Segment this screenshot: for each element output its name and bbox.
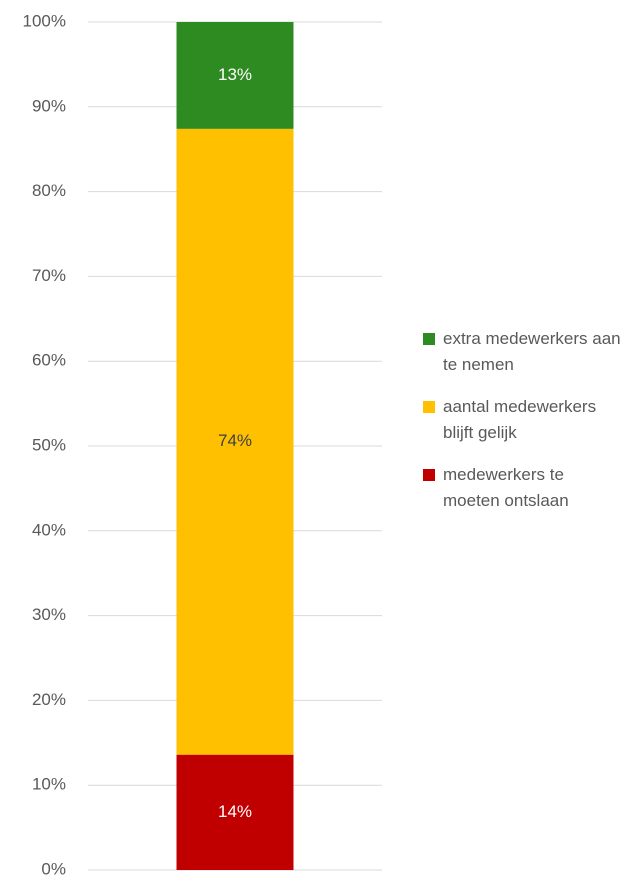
y-tick-label: 100% [23, 11, 66, 30]
y-tick-label: 70% [32, 266, 66, 285]
legend-label: medewerkers te moeten ontslaan [443, 465, 569, 510]
y-tick-label: 10% [32, 775, 66, 794]
y-tick-label: 60% [32, 351, 66, 370]
y-tick-label: 50% [32, 435, 66, 454]
legend-label: extra medewerkers aan te nemen [443, 329, 621, 374]
data-label: 13% [218, 65, 252, 84]
y-tick-label: 30% [32, 605, 66, 624]
y-tick-label: 80% [32, 181, 66, 200]
legend-swatch [423, 401, 435, 413]
y-tick-label: 40% [32, 520, 66, 539]
legend-entry: aantal medewerkers blijft gelijk [423, 394, 623, 446]
bar-segment [176, 128, 294, 755]
legend-entry: medewerkers te moeten ontslaan [423, 462, 623, 514]
legend-swatch [423, 333, 435, 345]
bar-segment [176, 754, 294, 870]
y-tick-label: 90% [32, 96, 66, 115]
bar-segment [176, 22, 294, 129]
data-label: 14% [218, 802, 252, 821]
legend-label: aantal medewerkers blijft gelijk [443, 397, 597, 442]
y-tick-label: 20% [32, 690, 66, 709]
legend-swatch [423, 469, 435, 481]
legend: extra medewerkers aan te nemen aantal med… [423, 326, 623, 530]
legend-entry: extra medewerkers aan te nemen [423, 326, 623, 378]
data-label: 74% [218, 431, 252, 450]
y-tick-label: 0% [41, 859, 66, 878]
